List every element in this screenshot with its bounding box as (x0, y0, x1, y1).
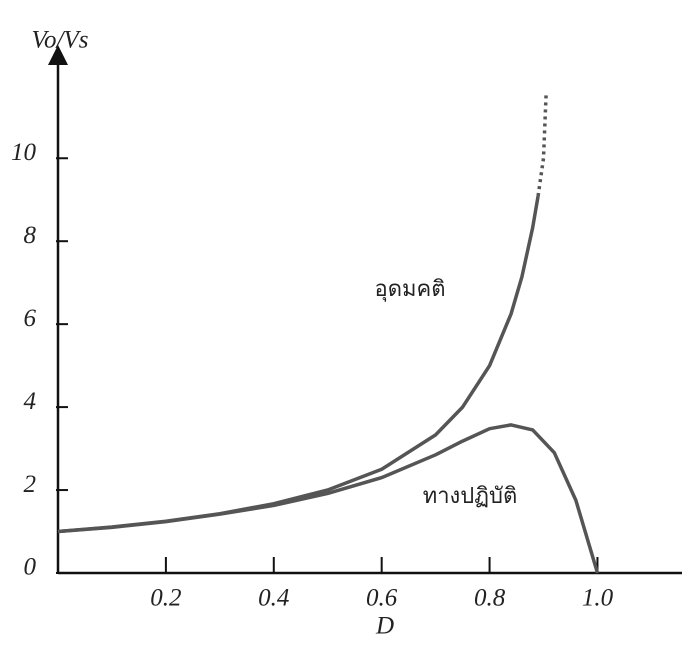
series-label: ทางปฏิบัติ (423, 484, 518, 509)
x-axis-label: D (375, 613, 394, 640)
series-label: อุดมคติ (374, 277, 445, 302)
x-tick-label: 1.0 (582, 585, 614, 612)
line (536, 91, 548, 197)
line (57, 195, 540, 534)
y-tick-label: 10 (11, 139, 37, 166)
y-tick-label: 0 (24, 554, 37, 581)
x-tick-label: 0.2 (150, 585, 181, 612)
y-tick-label: 8 (24, 222, 37, 249)
x-tick-label: 0.4 (258, 585, 289, 612)
x-tick-label: 0.6 (366, 585, 398, 612)
y-tick-label: 2 (24, 471, 37, 498)
y-tick-label: 4 (24, 388, 37, 415)
x-tick-label: 0.8 (474, 585, 506, 612)
line (57, 423, 600, 574)
y-tick-label: 6 (24, 305, 37, 332)
y-axis-label: Vo/Vs (32, 27, 89, 54)
